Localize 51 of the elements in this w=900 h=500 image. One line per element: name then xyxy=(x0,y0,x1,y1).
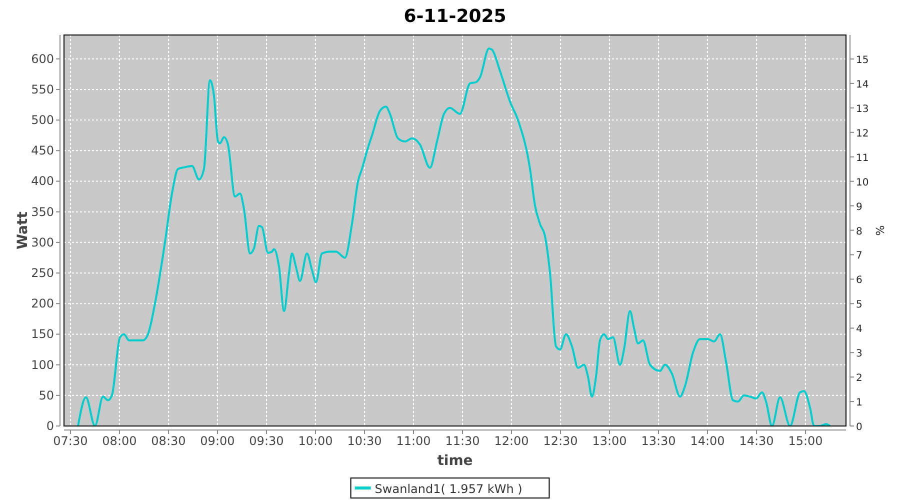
chart-title: 6-11-2025 xyxy=(404,6,506,27)
x-tick-label: 08:00 xyxy=(102,434,137,448)
x-tick-label: 14:30 xyxy=(739,434,774,448)
y2-tick-label: 13 xyxy=(856,104,869,115)
y2-tick-label: 10 xyxy=(856,177,869,188)
y2-tick-label: 11 xyxy=(856,152,869,164)
line-series xyxy=(77,47,832,426)
y-tick-label: 200 xyxy=(31,296,54,311)
y2-tick-label: 4 xyxy=(856,324,862,336)
y2-tick-label: 0 xyxy=(856,422,862,433)
y2-tick-label: 3 xyxy=(856,348,862,360)
y2-tick-label: 9 xyxy=(856,202,862,213)
y2-tick-label: 2 xyxy=(856,373,862,384)
y-tick-label: 500 xyxy=(31,113,54,128)
x-tick-label: 10:30 xyxy=(347,434,382,448)
x-tick-label: 10:00 xyxy=(298,434,333,448)
x-tick-label: 15:00 xyxy=(788,434,823,448)
y-tick-label: 550 xyxy=(31,82,54,96)
y2-tick-label: 12 xyxy=(856,128,869,140)
y2-tick-label: 7 xyxy=(856,250,862,262)
y-tick-label: 350 xyxy=(31,204,54,219)
x-tick-label: 13:30 xyxy=(641,434,676,448)
y2-tick-label: 1 xyxy=(856,398,862,409)
y-tick-label: 400 xyxy=(31,174,54,188)
y-tick-label: 450 xyxy=(31,144,54,158)
x-tick-label: 09:30 xyxy=(249,434,284,448)
legend-label: Swanland1( 1.957 kWh ) xyxy=(374,482,522,496)
y2-tick-label: 15 xyxy=(856,54,869,66)
x-tick-label: 09:00 xyxy=(200,434,235,448)
x-tick-label: 13:00 xyxy=(592,434,627,448)
y2-tick-label: 14 xyxy=(856,79,869,90)
y-tick-label: 250 xyxy=(31,266,54,280)
y2-tick-label: 8 xyxy=(856,226,862,238)
x-tick-label: 11:30 xyxy=(445,434,480,448)
x-tick-label: 08:30 xyxy=(151,434,186,448)
y-tick-label: 300 xyxy=(31,235,54,250)
y2-tick-label: 6 xyxy=(856,275,862,286)
y-tick-label: 0 xyxy=(46,419,54,433)
y2-tick-label: 5 xyxy=(856,300,862,311)
x-tick-label: 12:00 xyxy=(494,434,529,448)
x-tick-label: 07:30 xyxy=(53,434,88,448)
x-tick-label: 11:00 xyxy=(396,434,431,448)
x-tick-label: 14:00 xyxy=(690,434,725,448)
y-tick-label: 50 xyxy=(38,388,54,402)
y2-axis-title: % xyxy=(873,225,886,236)
y-tick-label: 600 xyxy=(31,52,54,66)
y-axis-title: Watt xyxy=(15,211,31,250)
x-axis-title: time xyxy=(437,453,473,469)
y-tick-label: 150 xyxy=(31,327,54,342)
x-tick-label: 12:30 xyxy=(543,434,578,448)
y-tick-label: 100 xyxy=(31,358,54,372)
